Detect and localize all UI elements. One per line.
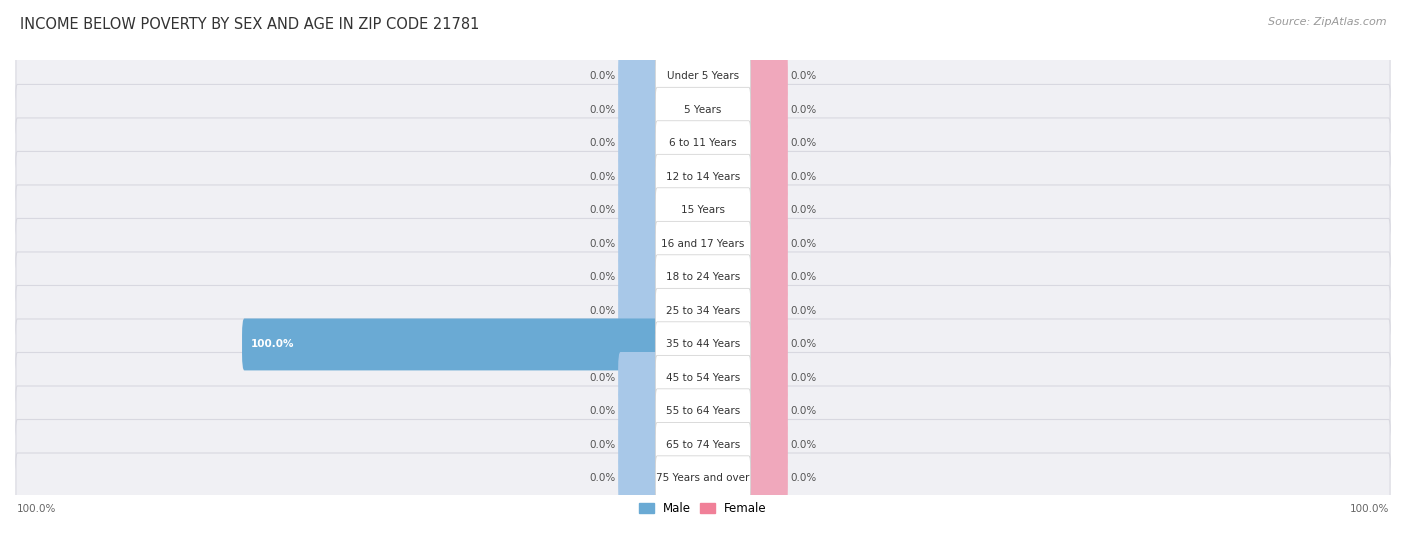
FancyBboxPatch shape (655, 155, 751, 200)
Text: 0.0%: 0.0% (790, 440, 817, 450)
FancyBboxPatch shape (619, 151, 659, 203)
Text: 0.0%: 0.0% (589, 373, 616, 383)
Text: 100.0%: 100.0% (17, 504, 56, 513)
FancyBboxPatch shape (619, 386, 659, 437)
Text: 0.0%: 0.0% (589, 239, 616, 249)
Text: 16 and 17 Years: 16 and 17 Years (661, 239, 745, 249)
FancyBboxPatch shape (619, 84, 659, 136)
Text: 25 to 34 Years: 25 to 34 Years (666, 306, 740, 316)
FancyBboxPatch shape (619, 453, 659, 504)
Text: 0.0%: 0.0% (790, 172, 817, 182)
Text: 0.0%: 0.0% (790, 205, 817, 215)
FancyBboxPatch shape (747, 117, 787, 170)
Text: 55 to 64 Years: 55 to 64 Years (666, 406, 740, 416)
FancyBboxPatch shape (15, 51, 1391, 102)
Text: 0.0%: 0.0% (589, 205, 616, 215)
Text: 12 to 14 Years: 12 to 14 Years (666, 172, 740, 182)
Text: 5 Years: 5 Years (685, 105, 721, 115)
FancyBboxPatch shape (655, 389, 751, 434)
FancyBboxPatch shape (15, 353, 1391, 403)
Text: 75 Years and over: 75 Years and over (657, 474, 749, 483)
FancyBboxPatch shape (15, 420, 1391, 470)
FancyBboxPatch shape (747, 151, 787, 203)
FancyBboxPatch shape (619, 352, 659, 404)
FancyBboxPatch shape (655, 422, 751, 468)
Text: 6 to 11 Years: 6 to 11 Years (669, 138, 737, 148)
FancyBboxPatch shape (747, 319, 787, 371)
FancyBboxPatch shape (747, 50, 787, 102)
Text: 0.0%: 0.0% (790, 138, 817, 148)
FancyBboxPatch shape (619, 252, 659, 304)
Text: 0.0%: 0.0% (589, 306, 616, 316)
FancyBboxPatch shape (15, 151, 1391, 203)
Text: 0.0%: 0.0% (790, 339, 817, 349)
FancyBboxPatch shape (242, 319, 706, 371)
FancyBboxPatch shape (655, 54, 751, 99)
Text: Source: ZipAtlas.com: Source: ZipAtlas.com (1268, 17, 1386, 27)
Text: 0.0%: 0.0% (589, 105, 616, 115)
Text: 100.0%: 100.0% (1350, 504, 1389, 513)
Text: 0.0%: 0.0% (790, 71, 817, 81)
Text: 0.0%: 0.0% (790, 474, 817, 483)
FancyBboxPatch shape (15, 118, 1391, 169)
Text: 65 to 74 Years: 65 to 74 Years (666, 440, 740, 450)
FancyBboxPatch shape (15, 219, 1391, 270)
FancyBboxPatch shape (619, 50, 659, 102)
FancyBboxPatch shape (747, 419, 787, 471)
FancyBboxPatch shape (655, 355, 751, 401)
Text: Under 5 Years: Under 5 Years (666, 71, 740, 81)
Text: 0.0%: 0.0% (790, 272, 817, 282)
FancyBboxPatch shape (747, 218, 787, 270)
FancyBboxPatch shape (619, 285, 659, 337)
Text: 18 to 24 Years: 18 to 24 Years (666, 272, 740, 282)
Text: 0.0%: 0.0% (589, 272, 616, 282)
FancyBboxPatch shape (747, 453, 787, 504)
FancyBboxPatch shape (747, 185, 787, 237)
FancyBboxPatch shape (619, 185, 659, 237)
FancyBboxPatch shape (15, 453, 1391, 504)
FancyBboxPatch shape (619, 218, 659, 270)
Text: 0.0%: 0.0% (589, 71, 616, 81)
FancyBboxPatch shape (655, 255, 751, 300)
Text: 35 to 44 Years: 35 to 44 Years (666, 339, 740, 349)
Text: 15 Years: 15 Years (681, 205, 725, 215)
FancyBboxPatch shape (619, 419, 659, 471)
FancyBboxPatch shape (655, 87, 751, 132)
Text: 100.0%: 100.0% (252, 339, 295, 349)
FancyBboxPatch shape (747, 352, 787, 404)
Text: 0.0%: 0.0% (589, 406, 616, 416)
FancyBboxPatch shape (15, 319, 1391, 370)
Text: 0.0%: 0.0% (790, 373, 817, 383)
FancyBboxPatch shape (655, 456, 751, 501)
FancyBboxPatch shape (747, 84, 787, 136)
FancyBboxPatch shape (655, 288, 751, 334)
FancyBboxPatch shape (747, 285, 787, 337)
FancyBboxPatch shape (747, 386, 787, 437)
Text: 0.0%: 0.0% (589, 474, 616, 483)
Text: 0.0%: 0.0% (589, 172, 616, 182)
Text: 0.0%: 0.0% (790, 105, 817, 115)
FancyBboxPatch shape (15, 185, 1391, 236)
FancyBboxPatch shape (655, 121, 751, 166)
FancyBboxPatch shape (15, 84, 1391, 136)
Text: 45 to 54 Years: 45 to 54 Years (666, 373, 740, 383)
FancyBboxPatch shape (655, 322, 751, 367)
Text: 0.0%: 0.0% (589, 138, 616, 148)
Text: 0.0%: 0.0% (589, 440, 616, 450)
FancyBboxPatch shape (655, 222, 751, 267)
Text: 0.0%: 0.0% (790, 239, 817, 249)
Text: INCOME BELOW POVERTY BY SEX AND AGE IN ZIP CODE 21781: INCOME BELOW POVERTY BY SEX AND AGE IN Z… (20, 17, 479, 32)
FancyBboxPatch shape (15, 252, 1391, 303)
FancyBboxPatch shape (619, 117, 659, 170)
Text: 0.0%: 0.0% (790, 306, 817, 316)
Legend: Male, Female: Male, Female (640, 502, 766, 516)
FancyBboxPatch shape (747, 252, 787, 304)
FancyBboxPatch shape (15, 386, 1391, 437)
Text: 0.0%: 0.0% (790, 406, 817, 416)
FancyBboxPatch shape (655, 188, 751, 233)
FancyBboxPatch shape (15, 286, 1391, 336)
